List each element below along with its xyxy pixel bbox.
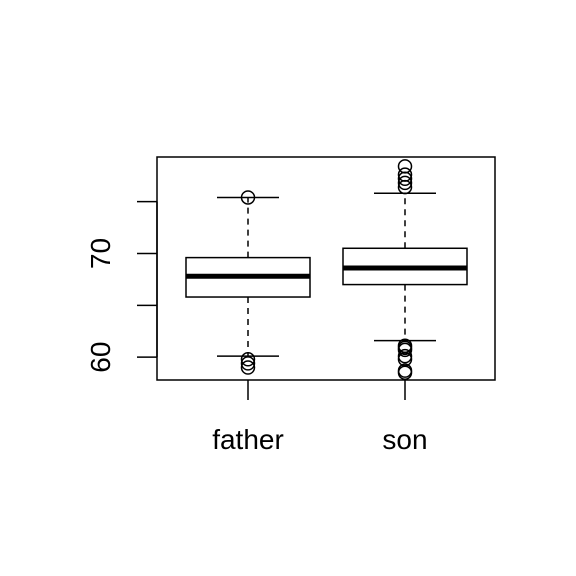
outlier-point bbox=[240, 356, 256, 371]
x-tick-label-son: son bbox=[382, 424, 427, 455]
outlier-point bbox=[240, 360, 256, 375]
x-tick-label-father: father bbox=[212, 424, 284, 455]
y-tick-label: 70 bbox=[85, 238, 116, 269]
outlier-point bbox=[397, 159, 413, 174]
outlier-point bbox=[397, 338, 413, 354]
outlier-point bbox=[240, 352, 256, 367]
plot-frame bbox=[156, 156, 496, 381]
boxes-layer bbox=[185, 159, 468, 380]
outlier-point bbox=[240, 190, 256, 205]
outlier-point bbox=[397, 175, 413, 191]
box-group-son bbox=[342, 159, 468, 380]
outlier-point bbox=[397, 348, 413, 364]
y-tick-label: 60 bbox=[85, 342, 116, 373]
outlier-point bbox=[397, 167, 413, 182]
outlier-point bbox=[397, 363, 413, 378]
box-group-father bbox=[185, 190, 311, 375]
x-axis-labels: father son bbox=[212, 380, 428, 455]
